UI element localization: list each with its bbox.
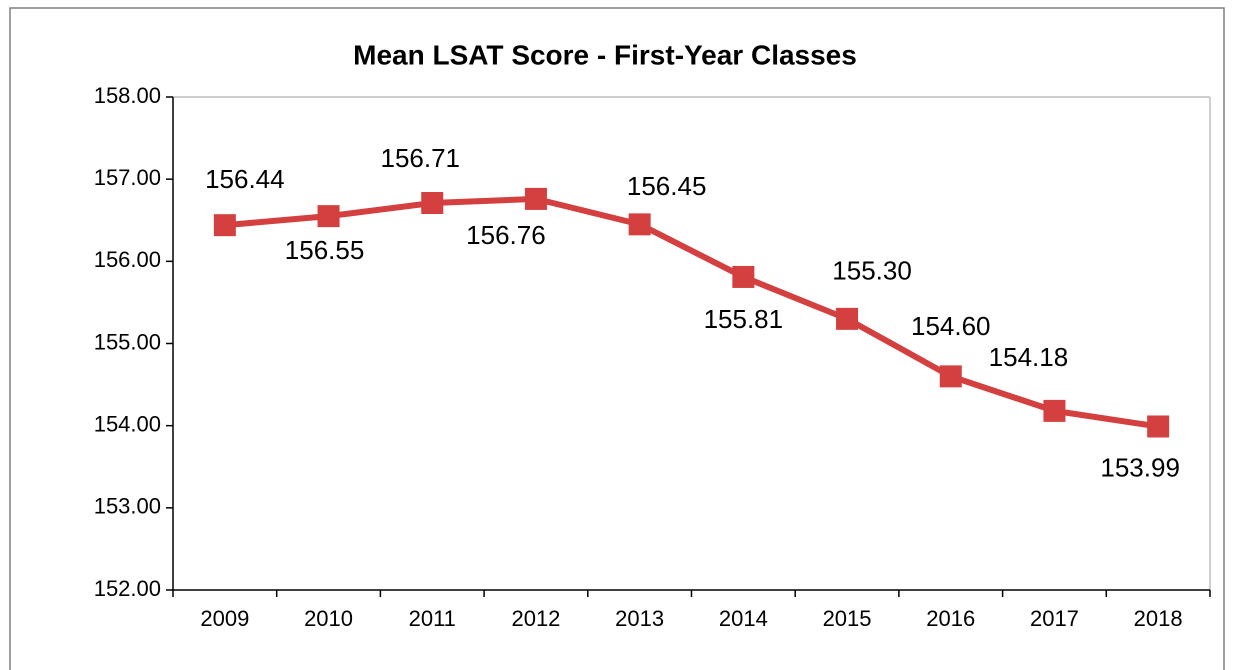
marker	[1147, 415, 1170, 438]
y-tick-label: 158.00	[94, 83, 161, 108]
data-label: 156.45	[627, 171, 707, 201]
line	[224, 195, 1159, 430]
y-tick-label: 155.00	[94, 329, 161, 354]
x-tick-label: 2018	[1134, 606, 1183, 631]
y-tick-label: 157.00	[94, 165, 161, 190]
x-tick-label: 2015	[823, 606, 872, 631]
y-tick-label: 152.00	[94, 576, 161, 601]
marker	[421, 191, 444, 214]
x-tick-label: 2010	[304, 606, 353, 631]
data-label: 154.18	[989, 342, 1069, 372]
x-tick-label: 2014	[719, 606, 768, 631]
marker	[317, 205, 340, 228]
data-label: 156.55	[285, 235, 365, 265]
marker	[628, 213, 651, 236]
chart-title: Mean LSAT Score - First-Year Classes	[353, 39, 857, 70]
chart-frame	[9, 7, 1225, 670]
data-label: 155.81	[704, 304, 784, 334]
y-tick-label: 154.00	[94, 411, 161, 436]
data-label: 155.30	[832, 256, 912, 286]
marker	[524, 187, 547, 210]
x-tick-label: 2013	[615, 606, 664, 631]
marker	[836, 307, 859, 330]
marker	[732, 265, 755, 288]
marker	[213, 214, 236, 237]
y-tick-label: 156.00	[94, 247, 161, 272]
data-label: 156.44	[205, 164, 285, 194]
data-label: 156.71	[380, 143, 460, 173]
y-tick-label: 153.00	[94, 494, 161, 519]
data-label: 153.99	[1100, 452, 1180, 482]
x-tick-label: 2016	[926, 606, 975, 631]
x-tick-label: 2012	[511, 606, 560, 631]
x-tick-label: 2011	[409, 606, 456, 631]
data-label: 156.76	[466, 220, 546, 250]
marker	[939, 365, 962, 388]
data-label: 154.60	[911, 311, 991, 341]
x-tick-label: 2017	[1030, 606, 1079, 631]
x-tick-label: 2009	[200, 606, 249, 631]
marker	[1043, 399, 1066, 422]
